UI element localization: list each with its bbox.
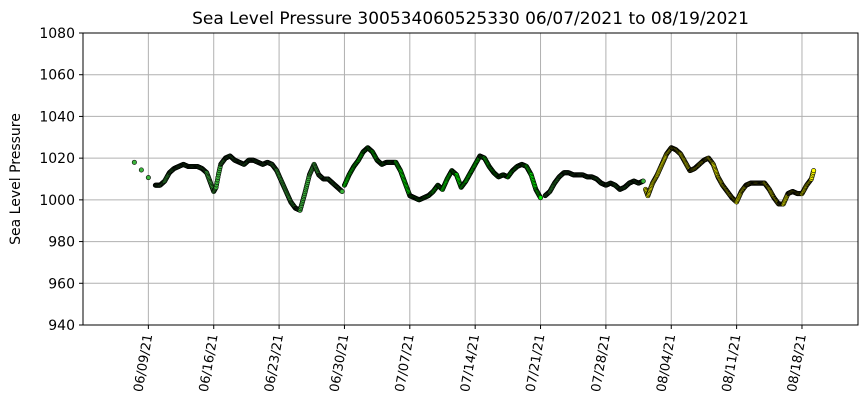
y-tick-label: 1020 [39, 151, 75, 167]
data-point [538, 195, 544, 201]
y-tick-label: 1040 [39, 109, 75, 125]
y-tick-label: 940 [48, 318, 75, 334]
chart-title: Sea Level Pressure 300534060525330 06/07… [192, 9, 749, 29]
x-tick-label: 07/28/21 [589, 333, 614, 393]
y-axis-label: Sea Level Pressure [8, 113, 24, 245]
data-point [138, 167, 144, 173]
x-tick-label: 06/16/21 [197, 333, 222, 393]
y-tick-label: 980 [48, 235, 75, 251]
data-points [131, 145, 817, 213]
axis-ticks: 940 960 980 1000 1020 1040 1060 1080 06/09/21 06/… [39, 26, 810, 393]
y-tick-label: 1000 [39, 193, 75, 209]
y-tick-label: 1060 [39, 68, 75, 84]
x-tick-label: 08/04/21 [654, 333, 679, 393]
data-point [339, 189, 345, 195]
x-tick-label: 08/18/21 [785, 333, 810, 393]
x-tick-label: 07/14/21 [458, 333, 483, 393]
x-tick-label: 07/07/21 [393, 333, 418, 393]
plot-frame [82, 32, 859, 326]
data-point [811, 168, 817, 174]
x-tick-label: 06/23/21 [262, 333, 287, 393]
x-tick-label: 07/21/21 [524, 333, 549, 393]
grid [83, 33, 858, 325]
y-tick-label: 960 [48, 276, 75, 292]
data-point [145, 175, 151, 181]
x-tick-label: 08/11/21 [720, 333, 745, 393]
data-point [131, 159, 137, 165]
x-tick-label: 06/30/21 [327, 333, 352, 393]
data-point [640, 178, 646, 184]
x-tick-label: 06/09/21 [131, 333, 156, 393]
y-tick-label: 1080 [39, 26, 75, 42]
